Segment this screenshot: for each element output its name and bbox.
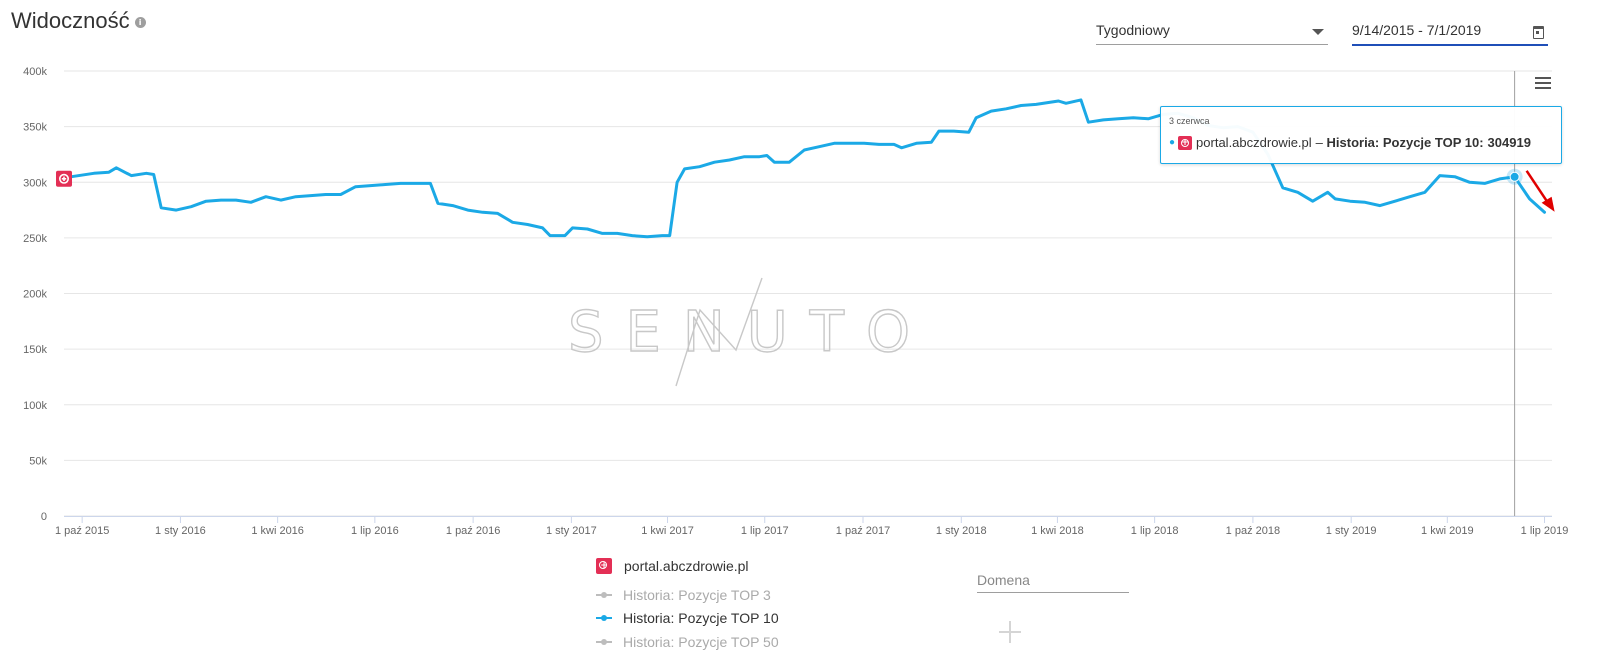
x-tick-label: 1 lip 2017 [741,525,789,537]
x-tick-label: 1 paź 2017 [836,525,890,537]
tooltip-bullet-icon: ● [1169,137,1176,148]
legend-item-label: Historia: Pozycje TOP 10 [623,610,779,626]
x-tick-label: 1 paź 2016 [446,525,500,537]
y-tick-label: 0 [41,511,47,523]
highlight-point [1509,171,1520,182]
info-icon[interactable]: i [134,17,146,28]
y-tick-label: 250k [23,233,47,245]
legend-line-icon [596,592,612,598]
x-tick-label: 1 kwi 2018 [1031,525,1084,537]
chart-legend: portal.abczdrowie.pl Historia: Pozycje T… [596,556,779,650]
watermark-text: SENUTO [568,300,932,365]
x-tick-label: 1 kwi 2017 [641,525,694,537]
legend-domain-label: portal.abczdrowie.pl [624,558,749,574]
chart-title-text: Widoczność [11,8,130,33]
y-tick-label: 300k [23,177,47,189]
domain-input[interactable]: Domena [977,570,1129,593]
chart-tooltip: 3 czerwca ● portal.abczdrowie.pl – Histo… [1160,106,1562,164]
series-top10 [62,98,1546,239]
y-tick-label: 150k [23,344,47,356]
legend-line-icon [596,615,612,621]
red-arrow-icon [1525,170,1550,205]
tooltip-value: 304919 [1487,135,1531,150]
favicon-icon [596,557,612,575]
y-tick-label: 350k [23,122,47,134]
x-tick-label: 1 kwi 2016 [251,525,304,537]
y-tick-label: 50k [29,455,47,467]
add-domain-plus-icon[interactable] [998,620,1022,644]
y-tick-label: 400k [23,66,47,78]
x-tick-label: 1 sty 2016 [155,525,206,537]
tooltip-domain: portal.abczdrowie.pl [1196,135,1312,150]
legend-domain: portal.abczdrowie.pl [596,556,749,576]
domain-input-label: Domena [977,572,1030,588]
legend-line-icon [596,639,612,645]
x-tick-label: 1 sty 2018 [936,525,987,537]
red-arrowhead-icon [1541,196,1555,212]
x-tick-label: 1 lip 2018 [1131,525,1179,537]
start-favicon-ring [58,173,69,184]
senuto-watermark: SENUTO [567,277,932,387]
legend-item-label: Historia: Pozycje TOP 3 [623,587,771,603]
y-tick-label: 100k [23,400,47,412]
interval-select-value: Tygodniowy [1096,22,1170,38]
legend-item-top3[interactable]: Historia: Pozycje TOP 3 [596,587,771,603]
x-tick-label: 1 lip 2016 [351,525,399,537]
chart-title: Widoczność i [11,8,146,34]
series-line [62,98,1546,239]
x-tick-label: 1 lip 2019 [1521,525,1569,537]
favicon-icon [1178,135,1193,151]
date-range-input[interactable]: 9/14/2015 - 7/1/2019 [1352,18,1548,46]
calendar-icon[interactable] [1533,26,1544,39]
tooltip-date: 3 czerwca [1169,116,1210,126]
x-tick-label: 1 paź 2015 [55,525,109,537]
chart-marks [56,168,1555,212]
tooltip-dash: – [1315,135,1327,150]
legend-item-label: Historia: Pozycje TOP 50 [623,634,779,650]
x-tick-label: 1 sty 2017 [546,525,597,537]
x-tick-label: 1 kwi 2019 [1421,525,1474,537]
legend-item-top10[interactable]: Historia: Pozycje TOP 10 [596,610,779,626]
tooltip-series: Historia: Pozycje TOP 10: [1326,135,1484,150]
interval-select[interactable]: Tygodniowy [1096,18,1328,45]
chart-menu-icon[interactable] [1535,77,1551,89]
x-axis: 1 paź 2015 1 sty 2016 1 kwi 2016 1 lip 2016… [55,516,1568,537]
x-tick-label: 1 paź 2018 [1226,525,1280,537]
legend-item-top50[interactable]: Historia: Pozycje TOP 50 [596,634,779,650]
x-tick-label: 1 sty 2019 [1326,525,1377,537]
y-axis-ticks: 0 50k 100k 150k 200k 250k 300k 350k 400k [23,66,47,523]
chevron-down-icon [1312,29,1324,35]
watermark-slash [675,277,763,387]
y-tick-label: 200k [23,289,47,301]
tooltip-row: ● portal.abczdrowie.pl – Historia: Pozyc… [1169,135,1531,151]
date-range-value: 9/14/2015 - 7/1/2019 [1352,22,1482,38]
